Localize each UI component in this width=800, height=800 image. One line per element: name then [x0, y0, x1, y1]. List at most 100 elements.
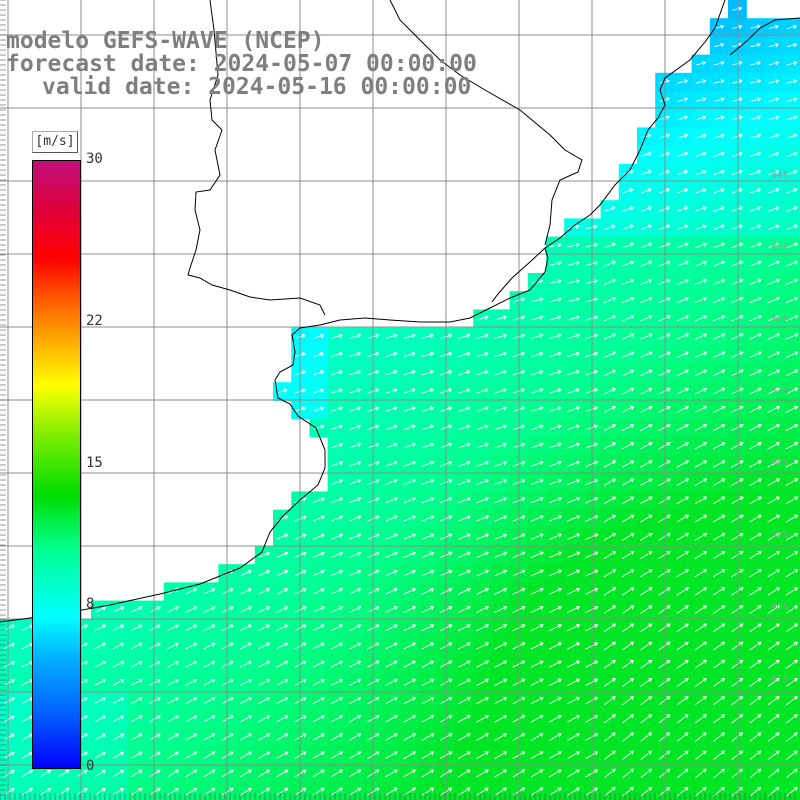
wind-arrow — [494, 751, 508, 760]
wind-arrow — [349, 478, 362, 485]
wind-arrow — [476, 660, 490, 668]
wind-arrow — [330, 660, 344, 668]
wind-arrow — [185, 697, 198, 705]
wind-arrow — [640, 714, 653, 724]
wind-arrow — [713, 242, 726, 249]
wind-arrow — [313, 351, 325, 357]
wind-arrow — [130, 769, 143, 778]
wind-arrow — [494, 497, 508, 504]
wind-arrow — [731, 732, 744, 742]
wind-arrow — [530, 714, 544, 723]
wind-arrow — [330, 787, 344, 796]
wind-arrow — [677, 206, 689, 212]
wind-arrow — [786, 151, 798, 157]
wind-arrow — [713, 732, 725, 742]
wind-arrow — [567, 351, 581, 358]
wind-arrow — [476, 351, 489, 358]
wind-arrow — [640, 696, 653, 706]
wind-arrow — [276, 388, 288, 394]
map-title: modelo GEFS-WAVE (NCEP) forecast date: 2… — [6, 30, 477, 99]
wind-arrow — [750, 42, 761, 48]
wind-arrow — [567, 406, 581, 412]
wind-arrow — [622, 387, 635, 395]
wind-arrow — [622, 315, 635, 322]
wind-arrow — [676, 405, 690, 413]
wind-arrow — [385, 660, 398, 668]
wind-arrow — [330, 769, 344, 778]
wind-arrow — [331, 370, 343, 376]
wind-arrow — [749, 333, 762, 340]
wind-arrow — [731, 369, 744, 377]
wind-arrow — [658, 768, 671, 779]
wind-arrow — [476, 605, 490, 614]
wind-arrow — [658, 641, 671, 651]
wind-arrow — [530, 660, 544, 668]
wind-arrow — [767, 478, 781, 486]
wind-arrow — [603, 551, 617, 560]
wind-arrow — [786, 169, 798, 176]
wind-arrow — [40, 788, 52, 796]
wind-arrow — [3, 751, 15, 759]
wind-arrow — [530, 460, 544, 467]
wind-arrow — [713, 169, 725, 176]
wind-arrow — [658, 786, 671, 797]
wind-arrow — [130, 787, 143, 796]
wind-arrow — [785, 659, 798, 669]
wind-arrow — [458, 388, 471, 394]
wind-arrow — [549, 406, 562, 412]
wind-arrow — [749, 786, 762, 797]
wind-arrow — [566, 551, 581, 559]
wind-arrow — [695, 115, 707, 121]
wind-arrow — [677, 188, 689, 194]
wind-arrow — [348, 715, 362, 723]
colorbar-tick-label: 30 — [86, 151, 103, 167]
wind-arrow — [749, 442, 762, 450]
wind-arrow — [476, 424, 489, 431]
wind-arrow — [494, 660, 508, 668]
wind-arrow — [786, 42, 798, 48]
latitude-label: 35S — [770, 242, 789, 253]
wind-arrow — [494, 605, 508, 614]
wind-arrow — [548, 424, 562, 431]
wind-arrow — [749, 206, 762, 212]
wind-arrow — [548, 696, 562, 705]
wind-arrow — [385, 587, 398, 595]
wind-arrow — [494, 569, 508, 577]
wind-arrow — [494, 696, 508, 705]
wind-arrow — [566, 605, 581, 614]
wind-arrow — [767, 605, 780, 614]
wind-arrow — [713, 786, 725, 797]
wind-arrow — [421, 769, 435, 778]
wind-arrow — [658, 296, 671, 304]
wind-arrow — [185, 588, 198, 595]
wind-arrow — [712, 387, 726, 395]
wind-arrow — [658, 551, 671, 560]
wind-arrow — [749, 405, 762, 413]
wind-arrow — [768, 97, 780, 103]
wind-arrow — [258, 551, 271, 558]
wind-arrow — [567, 714, 581, 723]
wind-arrow — [695, 133, 707, 139]
wind-arrow — [732, 97, 743, 102]
wind-arrow — [203, 733, 216, 741]
wind-arrow — [567, 424, 581, 431]
wind-arrow — [276, 733, 289, 741]
wind-arrow — [258, 588, 271, 595]
wind-arrow — [421, 515, 435, 522]
wind-arrow — [730, 442, 744, 450]
wind-arrow — [240, 569, 252, 577]
wind-arrow — [749, 169, 762, 176]
wind-arrow — [622, 750, 634, 760]
wind-arrow — [22, 788, 34, 796]
wind-arrow — [640, 387, 653, 395]
wind-arrow — [458, 351, 471, 358]
wind-arrow — [749, 423, 762, 432]
wind-arrow — [149, 624, 161, 631]
wind-arrow — [676, 278, 689, 285]
wind-arrow — [785, 387, 799, 395]
wind-arrow — [767, 732, 780, 742]
wind-arrow — [730, 514, 744, 523]
wind-arrow — [768, 79, 780, 84]
wind-arrow — [622, 732, 634, 742]
